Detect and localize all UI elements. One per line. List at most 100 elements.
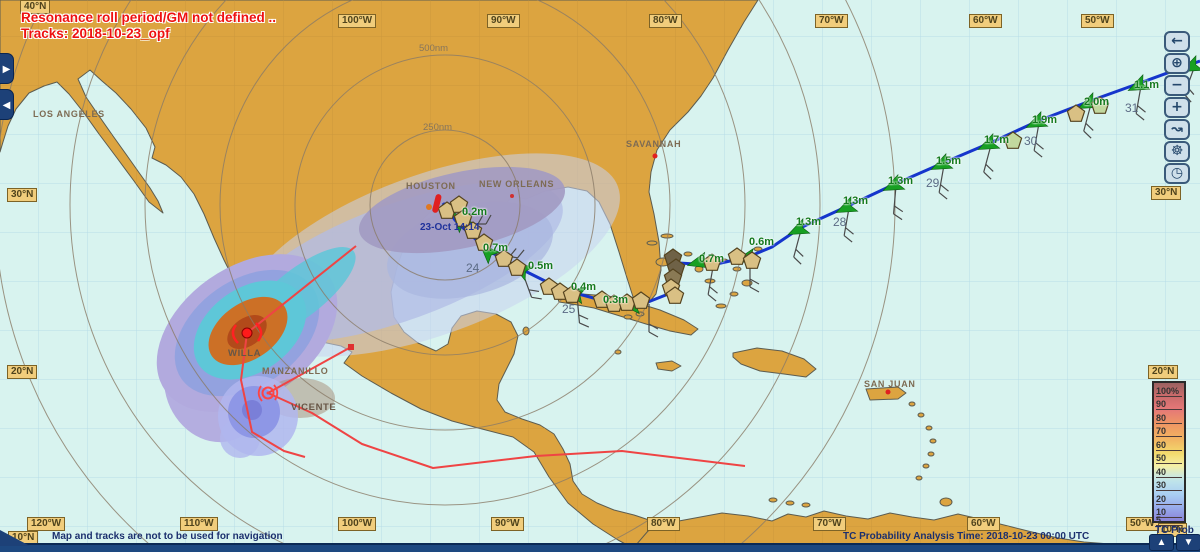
pan-left-button[interactable]: ◀ [0,89,14,120]
scale-down-button[interactable]: ▼ [1176,534,1200,551]
wave-height-label: 0.5m [528,260,554,272]
storm-name-label: WILLA [228,348,262,359]
willa-center-icon [241,327,253,339]
waypoint-marker [742,251,762,269]
waypoint-markers [437,96,1110,312]
city-label: LOS ANGELES [33,109,105,119]
day-number-label: 30 [1024,134,1038,148]
wave-height-label: 1.1m [1134,79,1160,91]
range-ring [144,0,746,506]
time-tool-button[interactable]: ◷ [1164,163,1190,184]
waypoint-time-label: 23-Oct 14:14 [420,222,480,233]
wave-height-label: 0.3m [603,294,629,306]
coordinate-label: 40°N [20,0,51,14]
zoom-out-button[interactable]: − [1164,75,1190,96]
range-ring [294,54,596,356]
coordinate-label: 80°W [649,14,682,28]
wave-height-label: 0.6m [749,236,775,248]
direction-arrow [835,196,859,213]
wind-barb [793,229,804,265]
direction-arrow [882,174,906,191]
day-number-label: 25 [562,302,576,316]
analysis-time-text: TC Probability Analysis Time: 2018-10-23… [843,531,1090,542]
manzanillo-dot [348,344,354,350]
range-rings [0,0,896,552]
coordinate-label: 110°W [180,517,218,531]
wave-height-label: 1.7m [984,134,1010,146]
wind-barb [1135,85,1146,121]
range-ring [219,0,671,431]
clock-icon: ◷ [1170,165,1184,181]
waypoint-marker [453,209,473,227]
colorbar-tick: 100% [1156,387,1182,397]
coordinate-label: 100°W [338,14,377,28]
waypoint-marker [474,233,494,251]
wave-height-label: 1.3m [796,216,822,228]
storm-tracks [240,245,746,469]
pan-right-button[interactable]: ▶ [0,53,14,84]
colorbar-tick: 60 [1156,441,1182,451]
crosshair-icon: ⊕ [1171,55,1183,71]
san-juan-dot [885,389,891,395]
houston-dot [426,204,432,210]
wave-height-label: 0.7m [699,253,725,265]
coordinate-label: 100°W [338,517,377,531]
direction-arrow [1127,74,1151,91]
wave-height-label: 0.2m [462,206,488,218]
bottom-bar [0,543,1200,552]
coordinate-label: 60°W [969,14,1002,28]
destination-marker [432,194,442,213]
waypoint-marker [1003,131,1023,149]
wind-barb [938,164,949,200]
direction-arrow [1025,111,1049,128]
wind-barb [892,185,904,221]
range-ring [369,129,521,281]
colorbar-tick: 30 [1156,481,1182,491]
waypoint-marker [463,221,483,239]
wave-height-label: 1.9m [1032,114,1058,126]
minus-icon: − [1171,77,1183,93]
city-label: MANZANILLO [262,366,329,376]
wind-barb [1083,103,1094,139]
savannah-dot [652,153,658,159]
range-ring [0,0,896,552]
wave-height-label: 1.3m [843,195,869,207]
wind-barb [983,144,994,180]
vicente-center-icon [261,386,275,400]
back-button[interactable]: ← [1164,31,1190,52]
waypoint-marker [631,291,651,309]
coordinate-label: 90°W [491,517,524,531]
colorbar-tick: 90 [1156,400,1182,410]
waypoint-marker [562,285,582,303]
city-label: SAN JUAN [864,379,916,389]
coordinate-label: 50°W [1081,14,1114,28]
waypoint-marker [1066,104,1086,122]
colorbar-tick: 5 [1156,516,1182,526]
cyclone-tool-button[interactable]: ☸ [1164,141,1190,162]
coordinate-label: 90°W [487,14,520,28]
scale-up-button[interactable]: ▲ [1149,534,1174,551]
waypoint-marker [702,253,722,271]
storm-symbols [231,322,279,402]
map-toolbar: ← ⊕ − + ↝ ☸ ◷ [1164,31,1190,184]
wave-height-label: 0.7m [483,242,509,254]
willa-forecast-track [246,245,357,334]
warning-line-2: Tracks: 2018-10-23_opf [21,26,170,41]
coordinate-label: 120°W [27,517,66,531]
route-icon: ↝ [1171,121,1183,137]
colorbar-tick: 50 [1156,454,1182,464]
route-tool-button[interactable]: ↝ [1164,119,1190,140]
waypoint-marker [727,247,747,265]
coordinate-label: 30°N [1151,186,1182,200]
waypoint-marker [494,249,514,267]
direction-arrow [686,251,710,269]
center-map-button[interactable]: ⊕ [1164,53,1190,74]
plus-icon: + [1171,99,1183,115]
zoom-in-button[interactable]: + [1164,97,1190,118]
wave-height-label: 1.3m [888,175,914,187]
city-label: SAVANNAH [626,139,682,149]
wave-height-label: 2.0m [1084,96,1110,108]
vicente-hurricane-icon [257,384,279,402]
